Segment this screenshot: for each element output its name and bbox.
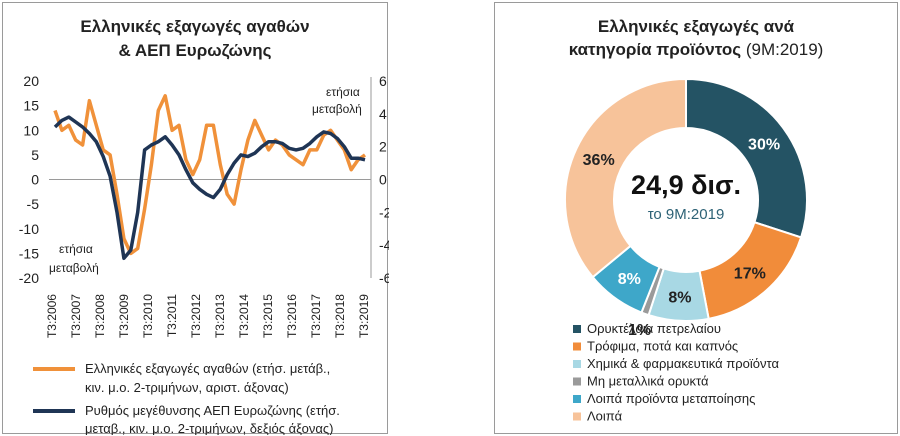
x-axis-tick-label: Τ3:2015 <box>261 294 275 338</box>
donut-slice-label: 8% <box>618 271 641 288</box>
exports-line <box>53 94 367 256</box>
x-axis-tick-label: Τ3:2009 <box>117 294 131 338</box>
legend-exports-line2: κιν. μ.ο. 2-τριμήνων, αριστ. άξονας) <box>85 380 289 395</box>
x-axis-tick-label: Τ3:2011 <box>165 294 179 337</box>
legend-item-label: Λοιπά <box>587 409 623 424</box>
x-axis-tick-label: Τ3:2014 <box>237 294 251 338</box>
legend-swatch <box>573 325 581 333</box>
donut-title-line2: κατηγορία προϊόντος (9M:2019) <box>495 40 897 60</box>
legend-item-label: Μη μεταλλικά ορυκτά <box>587 374 709 389</box>
x-axis-tick-label: Τ3:2019 <box>357 294 371 338</box>
x-axis-tick-label: Τ3:2012 <box>189 294 203 338</box>
donut-center-subtitle: το 9M:2019 <box>648 206 725 223</box>
donut-title-period: (9M:2019) <box>741 40 824 59</box>
donut-slice-label: 36% <box>583 152 615 169</box>
donut-title-bold: κατηγορία προϊόντος <box>568 40 742 59</box>
legend-swatch <box>573 377 581 386</box>
left-axis-note-line1: ετήσια <box>59 242 93 256</box>
donut-center-value: 24,9 δισ. <box>631 170 741 200</box>
donut-slice-label: 8% <box>668 289 691 306</box>
right-axis-tick-label: 6 <box>379 73 387 89</box>
legend-gdp-line2: μεταβ., κιν. μ.ο. 2-τριμήνων, δεξιός άξο… <box>85 421 333 435</box>
x-axis-tick-label: Τ3:2007 <box>69 294 83 338</box>
legend-item-label: Λοιπά προϊόντα μεταποίησης <box>587 391 755 406</box>
legend-swatch <box>573 360 581 368</box>
donut-chart-panel: Ελληνικές εξαγωγές ανά κατηγορία προϊόντ… <box>494 2 898 434</box>
legend-exports-line1: Ελληνικές εξαγωγές αγαθών (ετήσ. μετάβ., <box>85 361 330 376</box>
donut-slice-label: 17% <box>734 265 766 282</box>
donut-slice-label: 30% <box>748 136 780 153</box>
donut-slice <box>564 77 687 279</box>
legend-item-label: Τρόφιμα, ποτά και καπνός <box>587 339 738 354</box>
right-axis-tick-label: 2 <box>379 139 387 155</box>
right-axis-tick-label: 0 <box>379 172 387 188</box>
left-axis-tick-label: -15 <box>19 245 39 261</box>
left-axis-tick-label: 20 <box>23 73 39 89</box>
x-axis-tick-label: Τ3:2018 <box>333 294 347 338</box>
right-axis-tick-label: 4 <box>379 106 387 122</box>
right-axis-tick-label: -2 <box>379 204 389 220</box>
left-axis-note-line2: μεταβολή <box>49 261 99 275</box>
x-axis-tick-label: Τ3:2016 <box>285 294 299 338</box>
line-chart-panel: Ελληνικές εξαγωγές αγαθών & ΑΕΠ Ευρωζώνη… <box>2 2 389 435</box>
x-axis-tick-label: Τ3:2006 <box>45 294 59 338</box>
left-axis-tick-label: -5 <box>27 196 40 212</box>
donut-slice-label: 1% <box>628 322 651 339</box>
x-axis-tick-label: Τ3:2017 <box>309 294 323 338</box>
right-axis-note-line2: μεταβολή <box>312 102 362 116</box>
left-axis-tick-label: 5 <box>31 147 39 163</box>
x-axis-tick-label: Τ3:2010 <box>141 294 155 338</box>
chart-title-line2: & ΑΕΠ Ευρωζώνης <box>118 41 272 60</box>
legend-swatch <box>573 412 581 421</box>
legend-swatch <box>573 342 581 351</box>
x-axis-tick-label: Τ3:2008 <box>93 294 107 338</box>
x-axis-tick-label: Τ3:2013 <box>213 294 227 338</box>
legend-item-label: Χημικά & φαρμακευτικά προϊόντα <box>587 356 779 371</box>
eurozone-gdp-line <box>53 115 366 261</box>
right-axis-tick-label: -6 <box>379 270 389 286</box>
left-axis-tick-label: 10 <box>23 122 39 138</box>
left-axis-tick-label: -10 <box>19 221 39 237</box>
legend-item-label: Ορυκτέλαια πετρελαίου <box>587 321 721 336</box>
right-axis-tick-label: -4 <box>379 237 389 253</box>
right-axis-note-line1: ετήσια <box>326 85 360 99</box>
legend-gdp-line1: Ρυθμός μεγέθυνσης ΑΕΠ Ευρωζώνης (ετήσ. <box>85 403 340 418</box>
left-axis-tick-label: 0 <box>31 172 39 188</box>
left-axis-tick-label: -20 <box>19 270 39 286</box>
left-axis-tick-label: 15 <box>23 98 39 114</box>
donut-slice <box>685 77 808 239</box>
donut-chart: 30% 17% 8% 1% 8% 36% 24,9 δισ. το 9M:2019 Ορυ… <box>564 77 808 424</box>
donut-title-line1: Ελληνικές εξαγωγές ανά <box>597 17 795 36</box>
legend-swatch <box>573 395 581 403</box>
chart-title-line1: Ελληνικές εξαγωγές αγαθών <box>80 17 310 36</box>
